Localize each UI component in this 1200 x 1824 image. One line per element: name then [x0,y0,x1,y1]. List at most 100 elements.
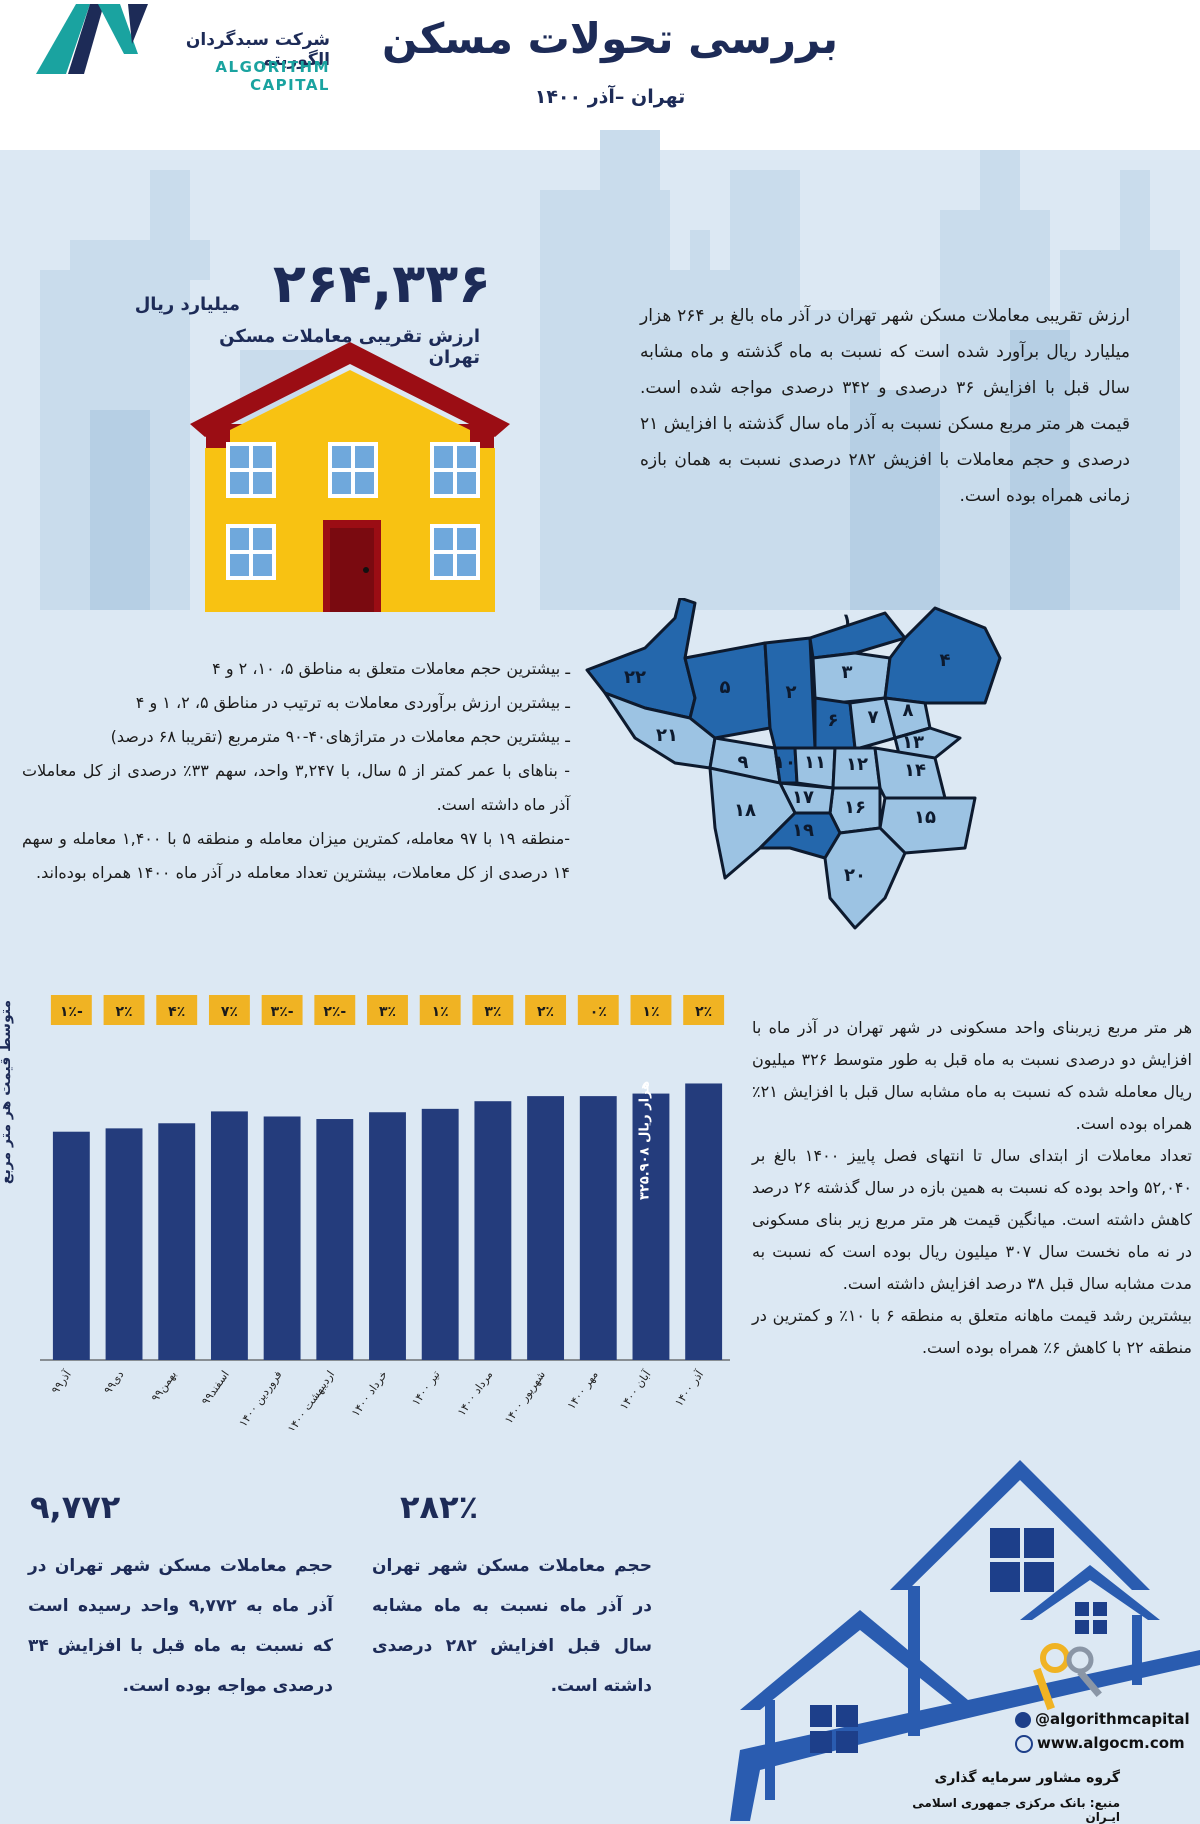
change-badge [419,995,461,1025]
category-label: آذر ۱۴۰۰ [671,1367,706,1409]
category-label: بهمن۹۹ [149,1368,180,1404]
change-badge-label: ۲٪ [537,1004,554,1020]
district-label-22: ۲۲ [624,667,646,688]
key-point: - بناهای با عمر کمتر از ۵ سال، با ۳,۲۴۷ … [22,761,571,814]
logo-company-name-en: ALGORITHM CAPITAL [215,58,330,94]
change-badge [683,995,725,1025]
district-label-13: ۱۳ [902,732,924,753]
district-label-18: ۱۸ [734,800,756,821]
page-title: بررسی تحولات مسکن [382,14,838,63]
bar [158,1123,196,1360]
category-label: دی۹۹ [101,1368,126,1396]
bar [579,1096,617,1360]
district-22 [585,598,697,720]
chart-y-axis-label: متوسط قیمت هر متر مربع [0,999,14,1185]
district-label-3: ۳ [842,662,853,683]
website-text: www.algocm.com [1037,1734,1185,1752]
summary-paragraph: ارزش تقریبی معاملات مسکن شهر تهران در آذ… [640,306,1131,506]
change-badge [314,995,356,1025]
category-label: آبان ۱۴۰۰ [616,1367,654,1412]
district-label-12: ۱۲ [846,754,868,775]
district-7 [848,696,897,750]
yearly-growth-value: ۲۸۲٪ [400,1488,479,1526]
category-label: اسفند۹۹ [199,1368,232,1407]
key-point: ـ بیشترین حجم معاملات متعلق به مناطق ۵، … [212,659,570,678]
bar [527,1096,565,1360]
transactions-volume-text: حجم معاملات مسکن شهر تهران در آذر ماه به… [28,1556,334,1696]
category-label: تیر ۱۴۰۰ [409,1368,442,1408]
bar [685,1083,723,1360]
change-badge-label: ۲٪ [695,1004,712,1020]
price-paragraph: بیشترین رشد قیمت ماهانه متعلق به منطقه ۶… [752,1306,1193,1357]
price-paragraph: هر متر مربع زیربنای واحد مسکونی در شهر ت… [752,1018,1192,1133]
data-source-label: منبع: بانک مرکزی جمهوری اسلامی ایـران [912,1796,1120,1824]
price-paragraph: تعداد معاملات از ابتدای سال تا انتهای فص… [752,1146,1193,1293]
category-label: مرداد ۱۴۰۰ [455,1368,496,1418]
change-badge-label: ۳٪- [271,1004,294,1020]
bar [263,1116,301,1360]
change-badge [630,995,672,1025]
district-label-11: ۱۱ [804,752,826,773]
bar [474,1101,512,1360]
category-label: شهریور ۱۴۰۰ [502,1368,548,1426]
header-band [0,0,1200,150]
change-badge [156,995,198,1025]
telegram-handle[interactable]: @algorithmcapital [1015,1710,1190,1728]
change-badge [103,995,145,1025]
last-bar-value-label: ۳۲۵.۹۰۸ هزار ریال [638,1081,653,1200]
advisory-group-label: گروه مشاور سرمایه گذاری [934,1770,1120,1786]
change-badge [577,995,619,1025]
algorithm-capital-logo [36,4,148,74]
key-points-list: ـ بیشترین حجم معاملات متعلق به مناطق ۵، … [22,652,570,890]
bar [316,1119,354,1360]
globe-icon [1015,1734,1033,1753]
change-badge-label: ۴٪ [168,1004,185,1020]
district-label-19: ۱۹ [792,820,814,841]
transactions-volume-value: ۹,۷۷۲ [30,1488,121,1526]
bar [421,1108,459,1360]
keys-icon [1033,1643,1102,1711]
category-label: فروردین ۱۴۰۰ [236,1368,284,1429]
category-label: مهر ۱۴۰۰ [565,1368,601,1412]
category-label: اردیبهشت ۱۴۰۰ [285,1368,337,1430]
change-badge-label: ۳٪ [484,1004,501,1020]
bar [369,1112,406,1360]
change-badge-label: ۱٪ [642,1004,659,1020]
district-label-7: ۷ [868,707,879,728]
bar [52,1131,90,1360]
yellow-house-illustration [190,342,510,612]
yearly-growth-text: حجم معاملات مسکن شهر تهران در آذر ماه نس… [372,1556,652,1696]
headline-value: ۲۶۴,۳۳۶ [272,252,492,315]
district-label-17: ۱۷ [792,787,814,808]
change-badge-label: ۷٪ [221,1004,238,1020]
key-point: -منطقه ۱۹ با ۹۷ معامله، کمترین میزان معا… [22,829,571,882]
price-per-sqm-bar-chart: ۱٪- آذر۹۹ ۲٪ دی۹۹ ۴٪ بهمن۹۹ ۷٪ اسفند۹۹ ۳٪- فروردی… [40,995,730,1430]
change-badge [50,995,92,1025]
website-link[interactable]: www.algocm.com [1015,1734,1190,1753]
district-label-6: ۶ [828,710,839,731]
change-badge [525,995,567,1025]
telegram-handle-text: @algorithmcapital [1035,1710,1190,1728]
change-badge [261,995,303,1025]
change-badge-label: ۱٪ [432,1004,449,1020]
district-label-10: ۱۰ [774,752,796,773]
change-badge [208,995,250,1025]
district-label-9: ۹ [738,752,749,773]
headline-unit: میلیارد ریال [134,294,240,315]
change-badge [472,995,514,1025]
change-badge [367,995,408,1025]
change-badge-label: ۲٪ [115,1004,132,1020]
district-label-15: ۱۵ [914,807,936,828]
change-badge-label: ۲٪- [323,1004,346,1020]
bar [632,1093,670,1360]
headline-caption: ارزش تقریبی معاملات مسکن تهران [219,326,480,368]
page-subtitle: تهران –آذر ۱۴۰۰ [534,86,686,108]
blue-houses-illustration [730,1460,1200,1821]
district-label-2: ۲ [786,682,797,703]
district-label-20: ۲۰ [844,865,866,886]
district-20 [823,826,907,930]
change-badge-label: ۳٪ [379,1004,396,1020]
logo-company-name-fa: شرکت سبدگردان الگوریتم [185,30,330,70]
district-label-8: ۸ [903,700,914,721]
